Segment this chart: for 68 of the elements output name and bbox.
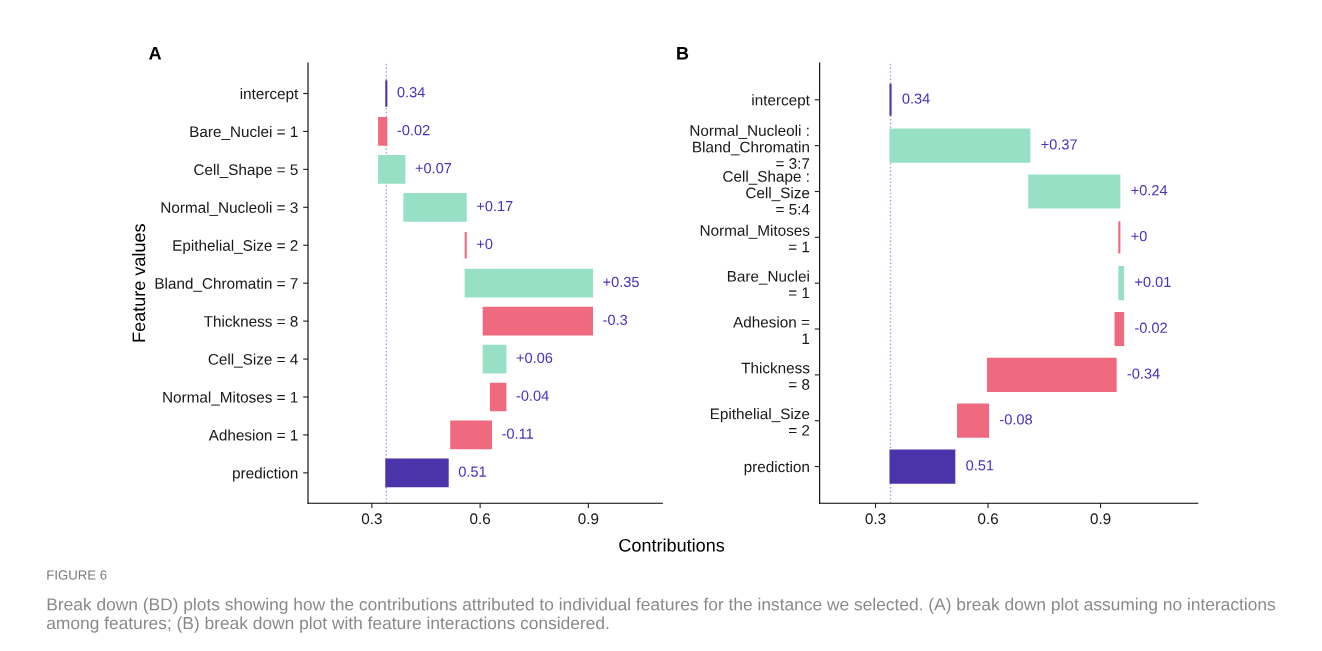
- data-label: -0.08: [1000, 414, 1032, 425]
- bar: [464, 268, 594, 298]
- y-tick-label: Bland_Chromatin = 7: [155, 277, 298, 292]
- y-tick-label: Epithelial_Size = 2: [710, 408, 810, 436]
- y-tick-label: Cell_Shape : Cell_Size = 5:4: [723, 170, 810, 215]
- data-label: +0.07: [415, 162, 452, 174]
- data-label: 0.51: [966, 460, 994, 471]
- data-label: +0.24: [1131, 185, 1168, 196]
- bar: [482, 306, 594, 336]
- bar: [1028, 174, 1121, 209]
- bar: [378, 155, 406, 184]
- bar: [1114, 311, 1125, 347]
- data-label: +0.35: [603, 276, 639, 288]
- bar: [378, 117, 388, 146]
- y-tick-label: Normal_Mitoses = 1: [700, 224, 810, 253]
- bar: [889, 128, 1031, 163]
- x-tick-label: 0.3: [865, 513, 886, 525]
- y-tick-label: prediction: [744, 461, 809, 476]
- y-tick-label: Cell_Shape = 5: [194, 163, 298, 179]
- x-tick-label: 0.6: [978, 513, 998, 525]
- y-tick-label: Adhesion = 1: [733, 316, 810, 344]
- data-label: -0.3: [603, 314, 628, 326]
- x-tick-label: 0.3: [361, 513, 382, 525]
- x-axis-title: Contributions: [619, 538, 725, 552]
- caption: FIGURE 6: [47, 570, 107, 580]
- y-tick-label: prediction: [233, 467, 298, 482]
- data-label: 0.34: [397, 87, 425, 98]
- y-tick-label: Bare_Nuclei = 1: [190, 125, 298, 141]
- y-tick-label: Thickness = 8: [203, 315, 298, 327]
- bar: [489, 382, 507, 412]
- data-label: -0.02: [1135, 322, 1167, 333]
- data-label: +0.01: [1135, 276, 1171, 288]
- x-tick-label: 0.9: [578, 513, 599, 525]
- data-label: -0.34: [1127, 368, 1160, 379]
- bar: [482, 344, 507, 374]
- y-tick-label: Adhesion = 1: [208, 429, 298, 441]
- chart-title: B: [677, 46, 689, 60]
- data-label: +0.37: [1041, 139, 1077, 150]
- bar: [889, 449, 956, 484]
- x-tick-label: 0.9: [1090, 513, 1111, 525]
- y-tick-label: intercept: [240, 87, 299, 103]
- text: Break down (BD) plots showing how the contributions attributed to individual features for the instance we selected. (A) break down plot assuming no interactions among features; (B) break down plot with feature interactions considered.: [47, 597, 1276, 633]
- y-tick-label: Normal_Mitoses = 1: [163, 391, 298, 406]
- data-label: -0.04: [516, 390, 549, 401]
- y-tick-label: Epithelial_Size = 2: [173, 239, 298, 254]
- y-axis-title: Feature values: [131, 224, 146, 342]
- text: A: [149, 46, 162, 60]
- y-tick-label: Cell_Size = 4: [208, 353, 298, 368]
- bar: [957, 403, 990, 438]
- y-tick-label: Normal_Nucleoli : Bland_Chromatin = 3:7: [690, 124, 810, 169]
- y-tick-label: Bare_Nuclei = 1: [727, 270, 810, 299]
- data-label: 0.51: [458, 466, 486, 477]
- bar: [987, 357, 1117, 392]
- x-tick-label: 0.6: [470, 513, 491, 525]
- y-tick-label: Thickness = 8: [741, 362, 810, 390]
- data-label: -0.02: [397, 125, 430, 136]
- bar: [403, 192, 467, 222]
- y-tick-label: Normal_Nucleoli = 3: [161, 201, 298, 216]
- data-label: -0.11: [502, 428, 534, 439]
- bar: [1118, 266, 1125, 301]
- y-tick-label: intercept: [752, 94, 810, 109]
- data-label: +0: [1131, 230, 1147, 242]
- data-label: 0.34: [902, 93, 930, 104]
- data-label: +0: [477, 238, 493, 250]
- bar: [450, 420, 492, 450]
- bar: [385, 458, 449, 488]
- data-label: +0.06: [516, 352, 553, 363]
- data-label: +0.17: [477, 200, 513, 212]
